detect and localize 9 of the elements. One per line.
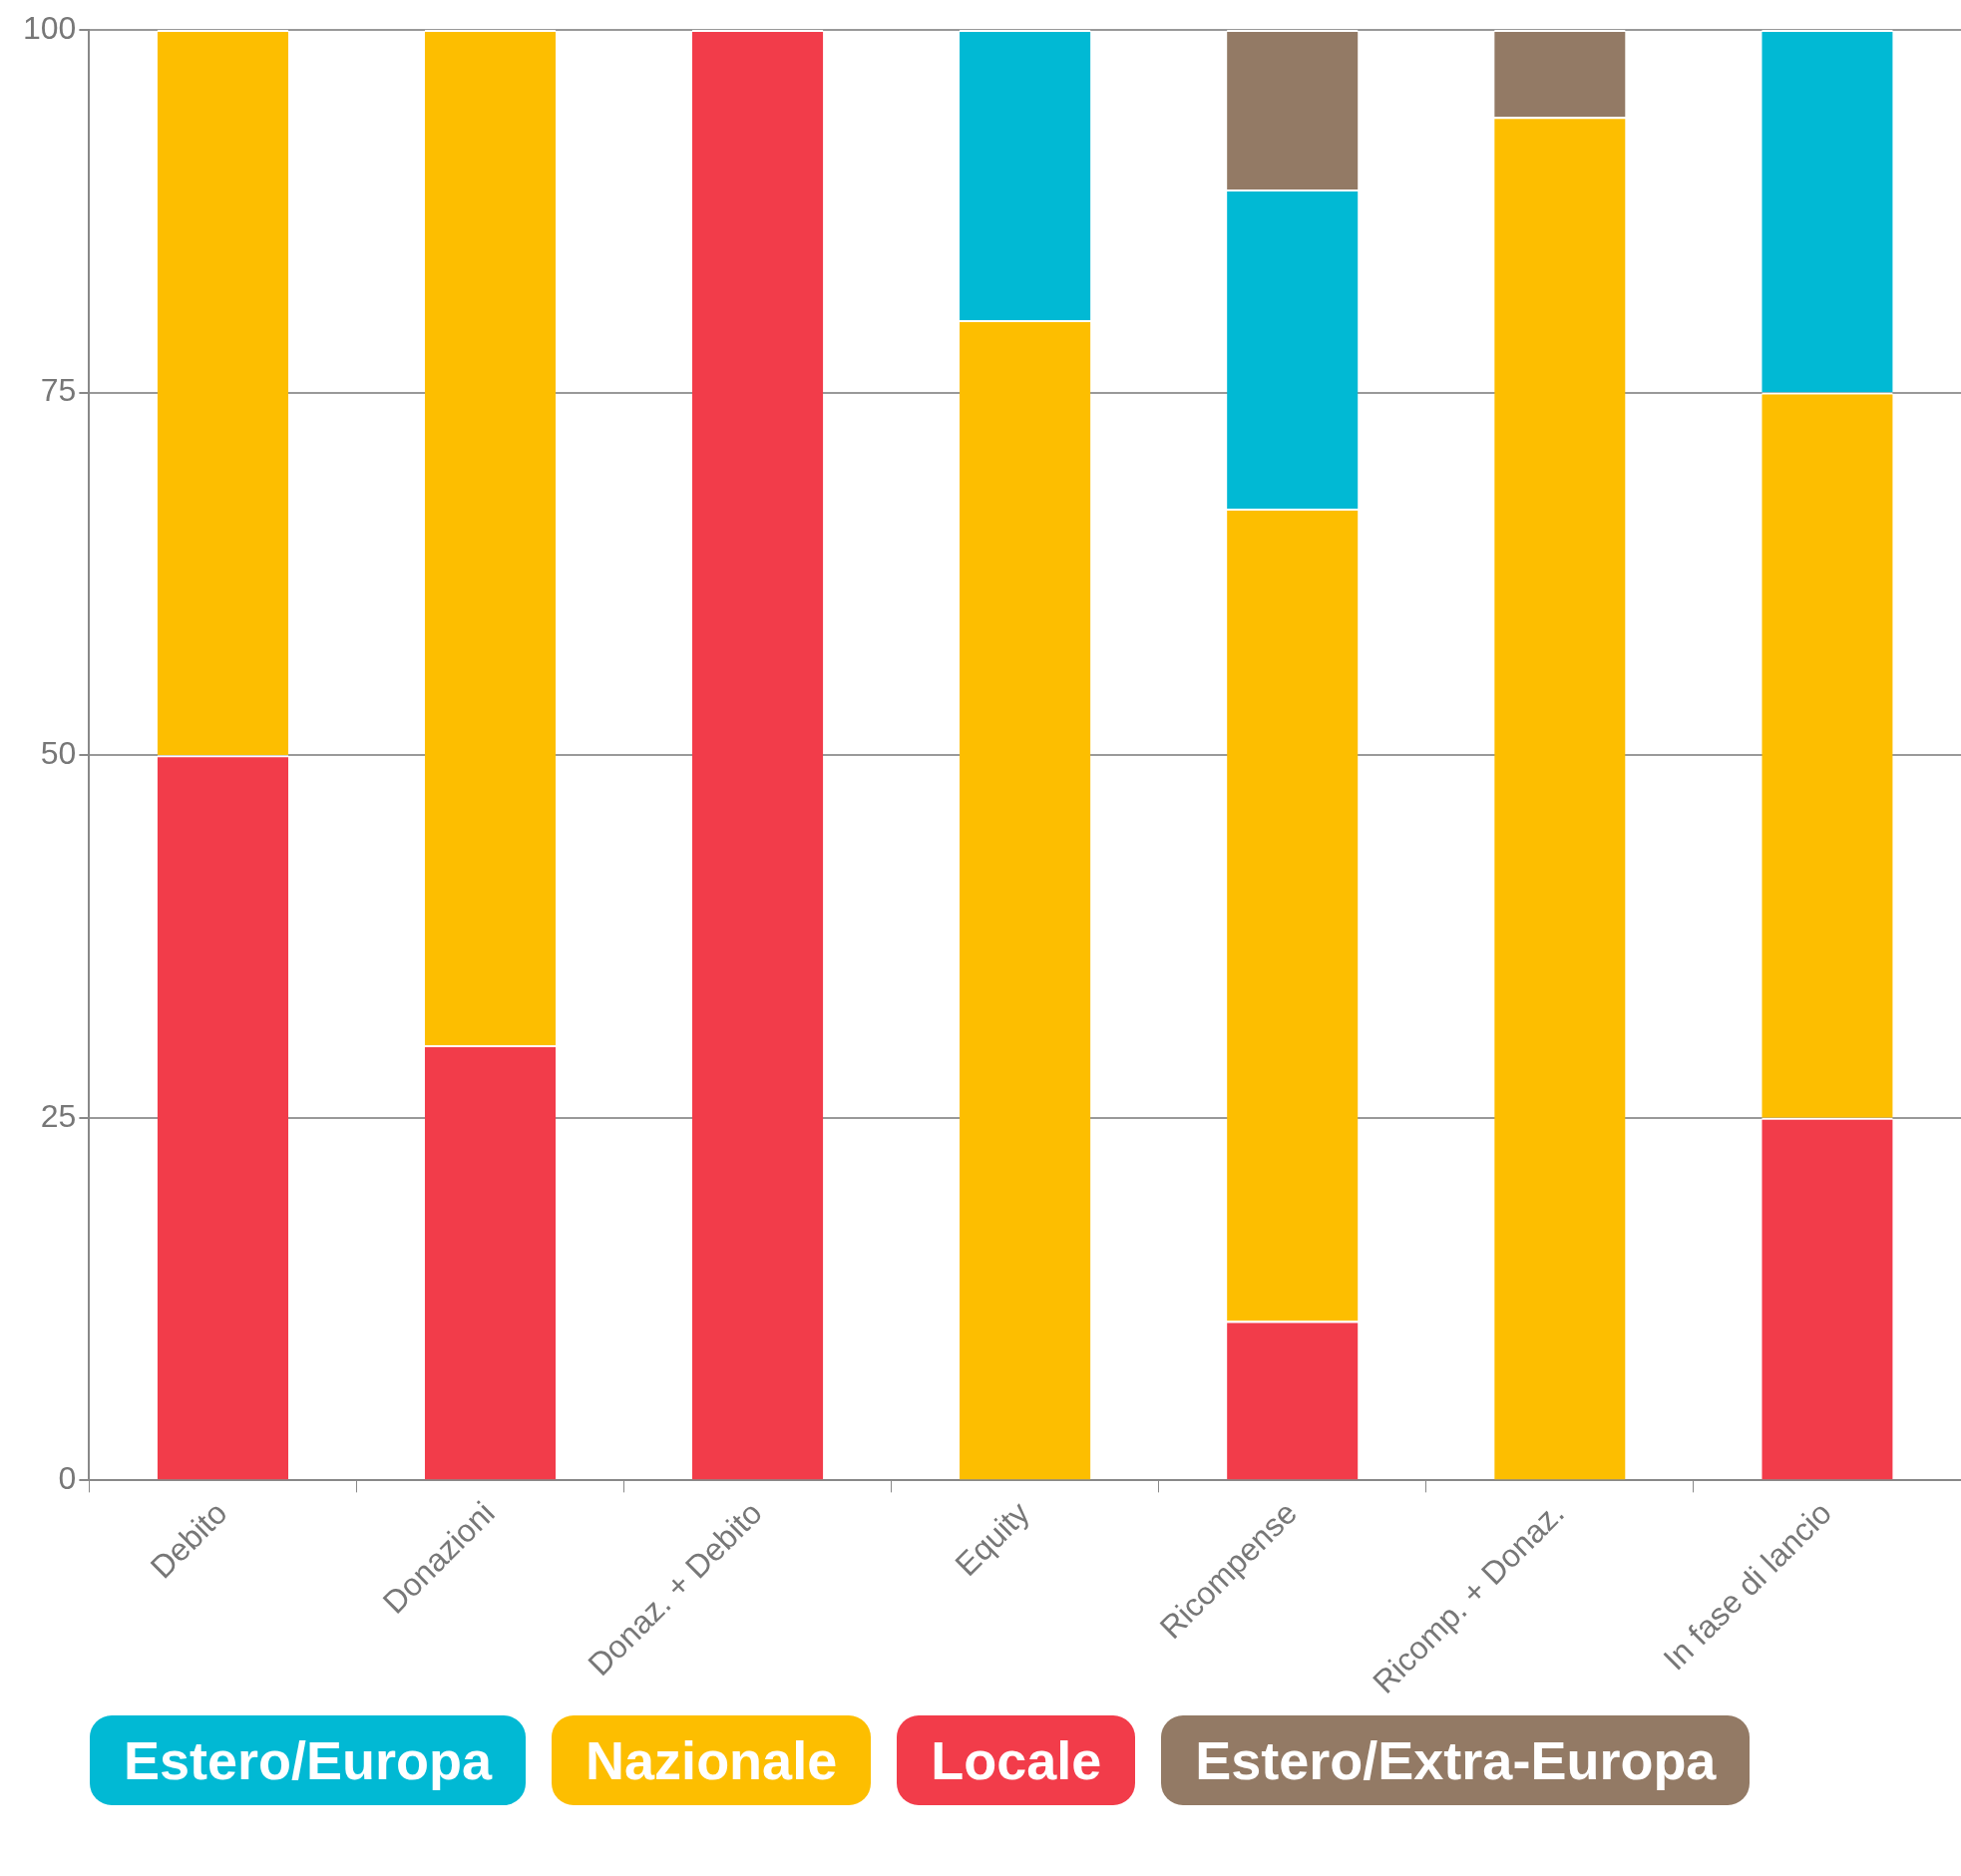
- y-tick-label: 100: [23, 9, 77, 46]
- y-tick-label: 0: [58, 1460, 77, 1497]
- y-tick-label: 50: [40, 735, 77, 772]
- text: Estero/Europa: [90, 1715, 527, 1805]
- text: Locale: [897, 1715, 1136, 1805]
- text: Nazionale: [552, 1715, 872, 1805]
- text: Estero/Extra-Europa: [1161, 1715, 1751, 1805]
- y-tick-label: 25: [40, 1097, 77, 1134]
- y-tick-label: 75: [40, 372, 77, 409]
